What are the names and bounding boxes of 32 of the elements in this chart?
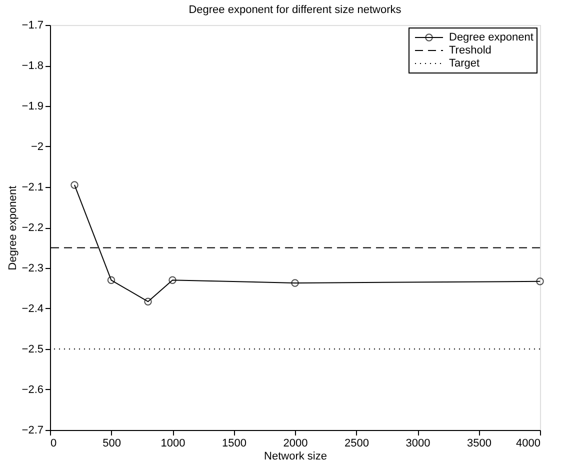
- x-tick-label: 3500: [467, 438, 492, 450]
- y-tick-label: −2.6: [22, 384, 44, 396]
- y-axis-title: Degree exponent: [6, 186, 19, 270]
- x-tick-label: 1000: [160, 438, 186, 450]
- y-tick-label: −2.1: [22, 182, 44, 194]
- legend-label: Target: [449, 58, 480, 70]
- x-tick-label: 2500: [344, 438, 369, 450]
- chart-title: Degree exponent for different size networks: [188, 4, 402, 16]
- y-tick-label: −2.5: [22, 344, 44, 356]
- y-tick-label: −2.2: [22, 222, 44, 234]
- y-tick-label: −1.8: [22, 60, 44, 72]
- point: [168, 276, 176, 284]
- point: [291, 279, 299, 287]
- x-tick-label: 4000: [516, 438, 540, 450]
- x-axis-title: Network size: [264, 450, 327, 462]
- y-tick-label: −2.4: [22, 303, 44, 315]
- y-tick-label: −1.9: [22, 100, 44, 112]
- y-tick-label: −1.7: [22, 20, 44, 32]
- x-tick-label: 3000: [406, 438, 430, 450]
- point: [70, 181, 78, 189]
- x-tick-label: 1500: [222, 438, 246, 450]
- x-tick-label: 2000: [283, 438, 308, 450]
- y-tick-label: −2.7: [22, 424, 44, 436]
- x-tick-label: 0: [50, 438, 57, 450]
- point: [536, 278, 544, 286]
- x-tick-label: 500: [102, 438, 121, 450]
- point: [144, 298, 152, 306]
- y-tick-label: −2.3: [22, 262, 44, 274]
- point: [107, 276, 116, 284]
- y-tick-label: −2: [30, 141, 44, 153]
- legend-label: Treshold: [449, 44, 492, 56]
- legend-label: Degree exponent: [449, 32, 534, 44]
